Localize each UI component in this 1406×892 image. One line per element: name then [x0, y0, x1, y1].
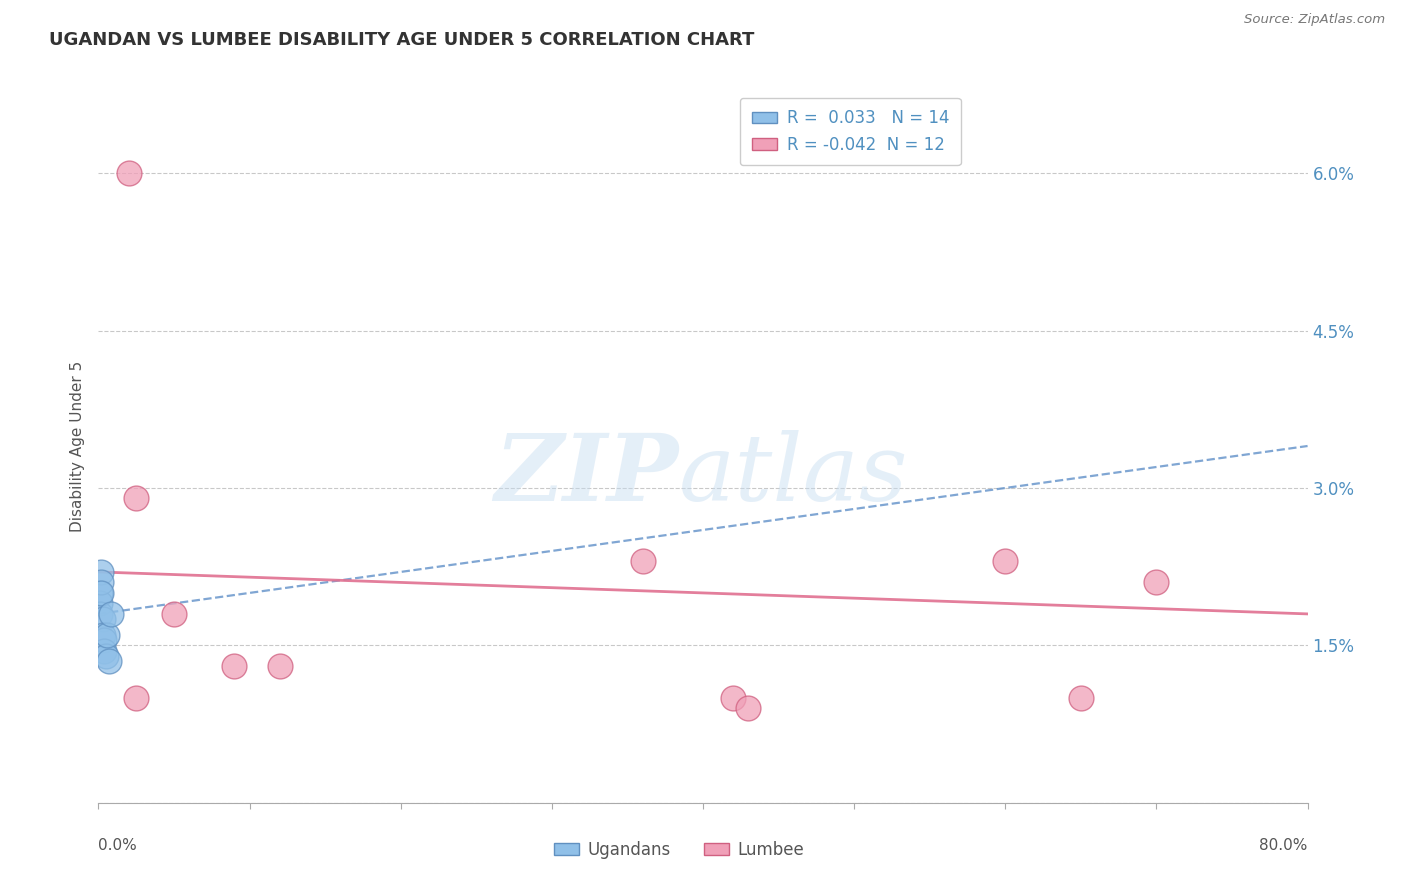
Point	[994, 554, 1017, 568]
Point	[100, 607, 122, 621]
Point	[90, 586, 112, 600]
Y-axis label: Disability Age Under 5: Disability Age Under 5	[70, 360, 86, 532]
Point	[125, 491, 148, 506]
Point	[90, 565, 112, 579]
Text: 0.0%: 0.0%	[98, 838, 138, 854]
Text: ZIP: ZIP	[495, 430, 679, 519]
Point	[737, 701, 759, 715]
Point	[94, 648, 117, 663]
Point	[91, 612, 114, 626]
Point	[118, 166, 141, 180]
Point	[163, 607, 186, 621]
Point	[224, 659, 246, 673]
Point	[89, 596, 111, 610]
Point	[1144, 575, 1167, 590]
Text: UGANDAN VS LUMBEE DISABILITY AGE UNDER 5 CORRELATION CHART: UGANDAN VS LUMBEE DISABILITY AGE UNDER 5…	[49, 31, 755, 49]
Point	[89, 607, 111, 621]
Point	[91, 628, 114, 642]
Point	[93, 643, 115, 657]
Point	[89, 586, 111, 600]
Text: 80.0%: 80.0%	[1260, 838, 1308, 854]
Point	[125, 690, 148, 705]
Point	[98, 654, 121, 668]
Legend: Ugandans, Lumbee: Ugandans, Lumbee	[547, 835, 810, 866]
Point	[723, 690, 745, 705]
Text: Source: ZipAtlas.com: Source: ZipAtlas.com	[1244, 13, 1385, 27]
Point	[96, 628, 118, 642]
Point	[93, 633, 115, 648]
Point	[269, 659, 291, 673]
Point	[631, 554, 654, 568]
Point	[90, 575, 112, 590]
Point	[1070, 690, 1092, 705]
Text: atlas: atlas	[679, 430, 908, 519]
